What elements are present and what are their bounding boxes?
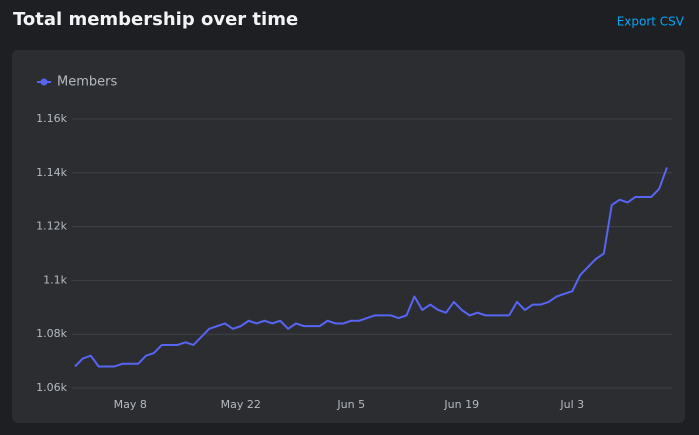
y-tick-label: 1.12k [36, 220, 67, 233]
chart-title: Total membership over time [13, 9, 298, 30]
chart-card [12, 50, 685, 423]
y-tick-label: 1.06k [36, 381, 67, 394]
x-tick-label: May 22 [221, 398, 261, 411]
x-tick-label: Jun 5 [336, 398, 365, 411]
export-csv[interactable]: Export CSV [617, 15, 685, 29]
legend-marker-dot [40, 78, 48, 86]
y-tick-label: 1.1k [43, 273, 67, 286]
y-tick-label: 1.16k [36, 112, 67, 125]
y-tick-label: 1.14k [36, 166, 67, 179]
legend-label: Members [57, 75, 117, 90]
y-tick-label: 1.08k [36, 327, 67, 340]
series-line [74, 167, 668, 368]
x-tick-label: Jun 19 [443, 398, 479, 411]
x-tick-label: Jul 3 [559, 398, 584, 411]
x-tick-label: May 8 [114, 398, 147, 411]
